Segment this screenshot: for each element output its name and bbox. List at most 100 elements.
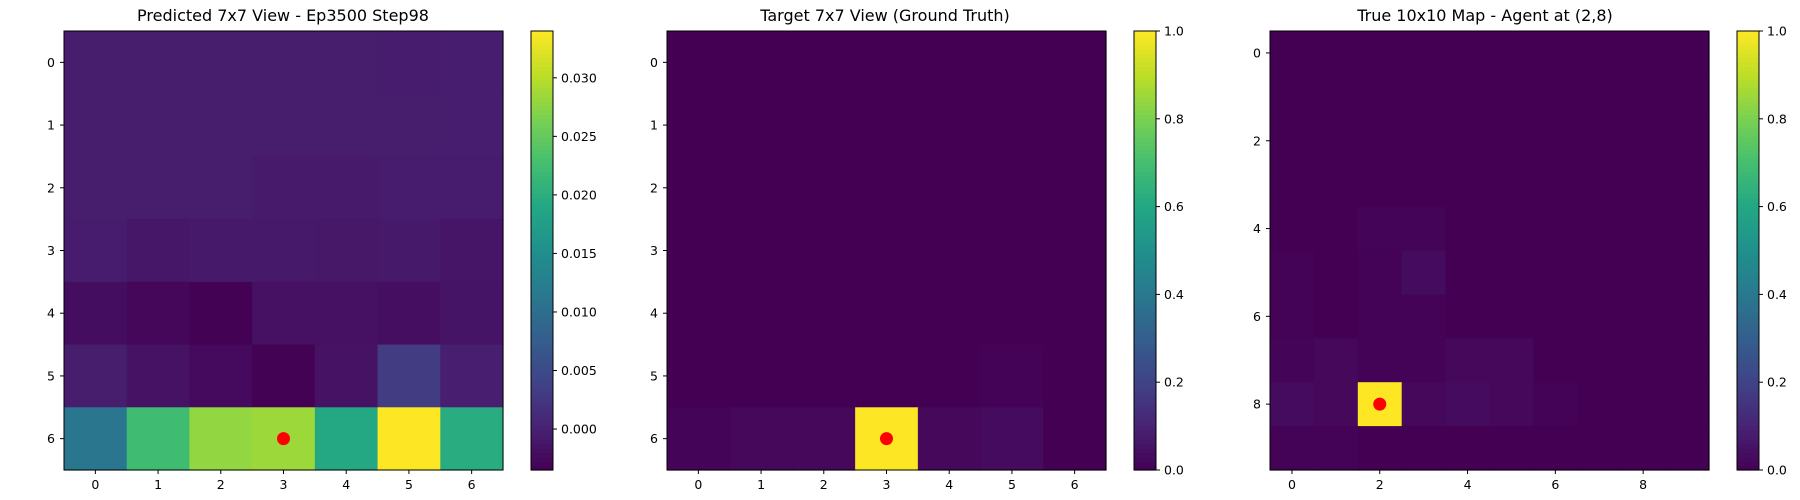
colorbar-segment	[1737, 281, 1759, 287]
y-tick-label: 6	[650, 431, 658, 446]
heatmap-cell	[917, 31, 982, 95]
heatmap-cell	[1665, 382, 1710, 427]
colorbar-segment	[531, 175, 553, 181]
colorbar-segment	[1134, 320, 1156, 326]
y-tick-label: 6	[47, 431, 55, 446]
colorbar-segment	[531, 44, 553, 50]
colorbar-segment	[1737, 167, 1759, 173]
colorbar-segment	[531, 347, 553, 353]
colorbar-segment	[531, 228, 553, 234]
colorbar-segment	[1134, 215, 1156, 221]
predicted-view-panel: Predicted 7x7 View - Ep3500 Step98 0 1 2 3 4…	[47, 6, 597, 492]
colorbar-segment	[1134, 162, 1156, 168]
colorbar-segment	[1134, 465, 1156, 471]
heatmap-cell	[980, 31, 1044, 95]
colorbar-segment	[1737, 31, 1759, 36]
colorbar-segment	[1737, 285, 1759, 291]
heatmap-cell	[1577, 118, 1622, 164]
colorbar-tick-label: 0.020	[561, 187, 597, 202]
colorbar-segment	[1134, 369, 1156, 375]
heatmap-cell	[1621, 31, 1666, 76]
colorbar-segment	[531, 408, 553, 414]
heatmap-cell	[1665, 250, 1710, 295]
colorbar-segment	[1737, 114, 1759, 120]
heatmap-cell	[1621, 162, 1666, 208]
heatmap-cell	[189, 219, 253, 283]
colorbar-segment	[1134, 421, 1156, 427]
heatmap-cell	[855, 93, 919, 158]
heatmap-cell	[189, 156, 253, 220]
heatmap-cell	[1401, 294, 1447, 339]
heatmap-cell	[855, 31, 919, 95]
colorbar-segment	[1737, 404, 1759, 410]
colorbar-segment	[1737, 92, 1759, 98]
heatmap-cell	[1533, 31, 1578, 76]
colorbar-segment	[531, 136, 553, 142]
colorbar-segment	[1134, 57, 1156, 63]
colorbar-segment	[1134, 434, 1156, 440]
heatmap-cell	[855, 281, 919, 346]
heatmap-cell	[792, 407, 856, 471]
colorbar-segment	[531, 325, 553, 331]
x-tick-label: 2	[1376, 477, 1384, 492]
colorbar-segment	[531, 386, 553, 392]
heatmap-cell	[64, 93, 128, 158]
colorbar-segment	[1134, 399, 1156, 405]
colorbar-segment	[1134, 294, 1156, 300]
colorbar-segment	[1134, 241, 1156, 247]
heatmap-cell	[667, 219, 731, 283]
heatmap-cell	[667, 344, 731, 408]
x-tick-label: 5	[405, 477, 413, 492]
colorbar-frame	[530, 30, 554, 471]
heatmap-cell	[1445, 250, 1491, 295]
colorbar-segment	[531, 465, 553, 471]
heatmap-cell	[1270, 162, 1315, 208]
colorbar-segment	[531, 417, 553, 423]
y-tick-label: 6	[1253, 309, 1261, 324]
colorbar-segment	[1134, 171, 1156, 177]
colorbar: 0.0 0.2 0.4 0.6 0.8 1.0	[1133, 24, 1184, 478]
colorbar-segment	[1134, 127, 1156, 133]
colorbar-tick-label: 0.025	[561, 129, 597, 144]
colorbar-segment	[1134, 70, 1156, 76]
colorbar-segment	[1737, 232, 1759, 238]
heatmap-cell	[314, 219, 379, 283]
colorbar-segment	[531, 456, 553, 462]
colorbar-segment	[531, 369, 553, 375]
heatmap-cell	[1445, 338, 1491, 383]
colorbar-segment	[531, 114, 553, 120]
colorbar-segment	[1737, 434, 1759, 440]
heatmap-cell	[792, 93, 856, 158]
plot-frame	[1269, 30, 1710, 471]
heatmap-cell	[1621, 338, 1666, 383]
colorbar-segment	[1737, 35, 1759, 41]
heatmap-cell	[440, 219, 504, 283]
heatmap-cells	[1270, 31, 1710, 471]
heatmap-cell	[729, 31, 794, 95]
heatmap-cell	[1401, 118, 1447, 164]
colorbar-segment	[531, 448, 553, 454]
heatmap-cell	[917, 93, 982, 158]
heatmap-cell	[440, 156, 504, 220]
x-tick-label: 1	[154, 477, 162, 492]
colorbar-segment	[531, 206, 553, 212]
colorbar-segment	[1737, 158, 1759, 164]
colorbar-segment	[531, 268, 553, 274]
colorbar-segment	[531, 338, 553, 344]
x-tick-label: 8	[1639, 477, 1647, 492]
x-tick-label: 4	[342, 477, 350, 492]
heatmap-cell	[189, 93, 253, 158]
colorbar-segment	[531, 404, 553, 410]
colorbar-segment	[531, 52, 553, 58]
y-tick-label: 1	[47, 118, 55, 133]
heatmap-cell	[1043, 344, 1107, 408]
colorbar-tick-label: 0.000	[561, 422, 597, 437]
heatmap-cell	[1401, 250, 1447, 295]
colorbar-tick-label: 0.005	[561, 363, 597, 378]
x-tick-label: 3	[883, 477, 891, 492]
colorbar-segment	[1737, 325, 1759, 331]
colorbar-segment	[1134, 149, 1156, 155]
heatmap-cell	[729, 156, 794, 220]
colorbar-segment	[1737, 149, 1759, 155]
colorbar-frame	[1736, 30, 1760, 471]
